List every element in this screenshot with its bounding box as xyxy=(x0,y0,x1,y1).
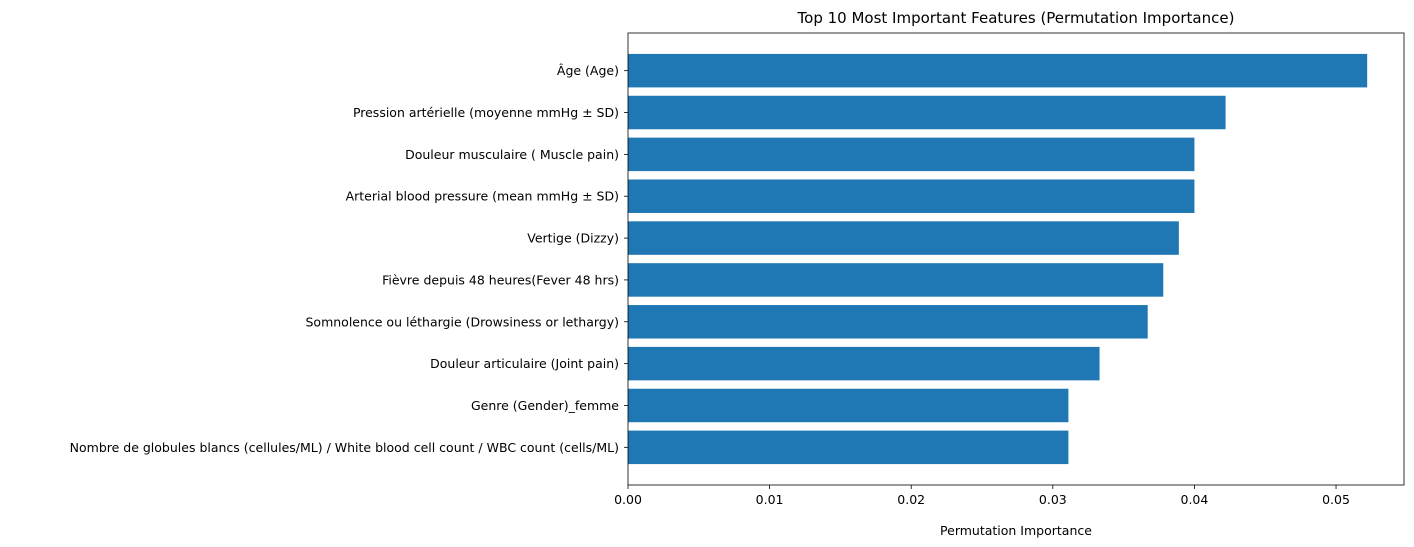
y-tick-label: Douleur musculaire ( Muscle pain) xyxy=(405,147,619,162)
bars-group xyxy=(628,53,1368,465)
y-tick-label: Somnolence ou léthargie (Drowsiness or l… xyxy=(305,314,619,329)
chart-title: Top 10 Most Important Features (Permutat… xyxy=(797,9,1235,27)
x-axis-label: Permutation Importance xyxy=(940,523,1092,538)
bar xyxy=(628,53,1368,88)
x-tick-label: 0.00 xyxy=(614,492,642,507)
y-axis-ticks: Âge (Age) Pression artérielle (moyenne mm… xyxy=(70,63,628,455)
bar xyxy=(628,95,1226,130)
x-tick-label: 0.01 xyxy=(756,492,784,507)
y-tick-label: Genre (Gender)_femme xyxy=(471,398,619,413)
plot-frame xyxy=(627,32,1405,486)
bar xyxy=(628,388,1069,423)
y-tick-label: Nombre de globules blancs (cellules/ML) … xyxy=(70,440,619,455)
y-tick-label: Âge (Age) xyxy=(557,63,619,78)
bar xyxy=(628,305,1148,339)
y-tick-label: Arterial blood pressure (mean mmHg ± SD) xyxy=(346,189,619,204)
x-tick-label: 0.04 xyxy=(1181,492,1209,507)
y-tick-label: Douleur articulaire (Joint pain) xyxy=(430,356,619,371)
y-tick-label: Pression artérielle (moyenne mmHg ± SD) xyxy=(353,105,619,120)
y-tick-label: Fièvre depuis 48 heures(Fever 48 hrs) xyxy=(382,272,619,287)
bar xyxy=(628,430,1069,465)
y-tick-label: Vertige (Dizzy) xyxy=(527,231,619,246)
x-tick-label: 0.03 xyxy=(1039,492,1067,507)
bar xyxy=(628,263,1164,297)
x-axis-ticks: 0.00 0.01 0.02 0.03 0.04 0.05 xyxy=(614,485,1350,507)
x-tick-label: 0.05 xyxy=(1322,492,1350,507)
axes-frame xyxy=(627,32,1405,486)
bar xyxy=(628,221,1179,255)
bar xyxy=(628,137,1195,172)
bar xyxy=(628,179,1195,213)
bar xyxy=(628,346,1100,381)
x-tick-label: 0.02 xyxy=(897,492,925,507)
